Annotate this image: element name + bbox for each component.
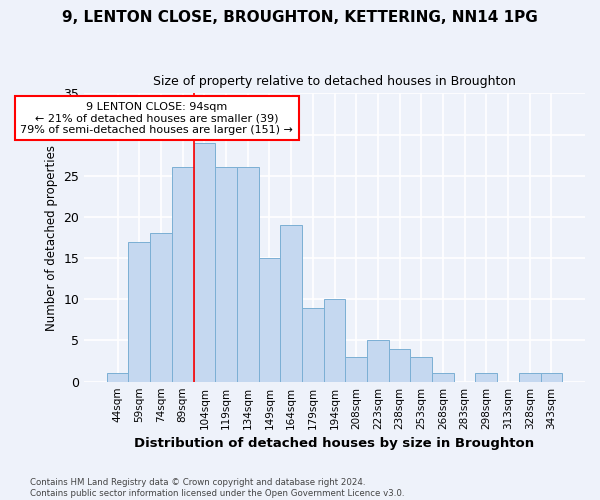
Bar (367, 340, 389, 382)
Bar (194, 143, 215, 382)
Bar (389, 348, 410, 382)
Bar (519, 374, 541, 382)
Bar (107, 374, 128, 382)
Title: Size of property relative to detached houses in Broughton: Size of property relative to detached ho… (153, 75, 516, 88)
Bar (280, 225, 302, 382)
Bar (172, 168, 194, 382)
Bar (128, 242, 150, 382)
Text: 9 LENTON CLOSE: 94sqm
← 21% of detached houses are smaller (39)
79% of semi-deta: 9 LENTON CLOSE: 94sqm ← 21% of detached … (20, 102, 293, 135)
X-axis label: Distribution of detached houses by size in Broughton: Distribution of detached houses by size … (134, 437, 535, 450)
Bar (302, 308, 323, 382)
Bar (410, 357, 432, 382)
Bar (432, 374, 454, 382)
Bar (215, 168, 237, 382)
Text: Contains HM Land Registry data © Crown copyright and database right 2024.
Contai: Contains HM Land Registry data © Crown c… (30, 478, 404, 498)
Bar (475, 374, 497, 382)
Bar (346, 357, 367, 382)
Bar (237, 168, 259, 382)
Bar (259, 258, 280, 382)
Text: 9, LENTON CLOSE, BROUGHTON, KETTERING, NN14 1PG: 9, LENTON CLOSE, BROUGHTON, KETTERING, N… (62, 10, 538, 25)
Bar (323, 300, 346, 382)
Bar (150, 234, 172, 382)
Y-axis label: Number of detached properties: Number of detached properties (45, 144, 58, 330)
Bar (541, 374, 562, 382)
